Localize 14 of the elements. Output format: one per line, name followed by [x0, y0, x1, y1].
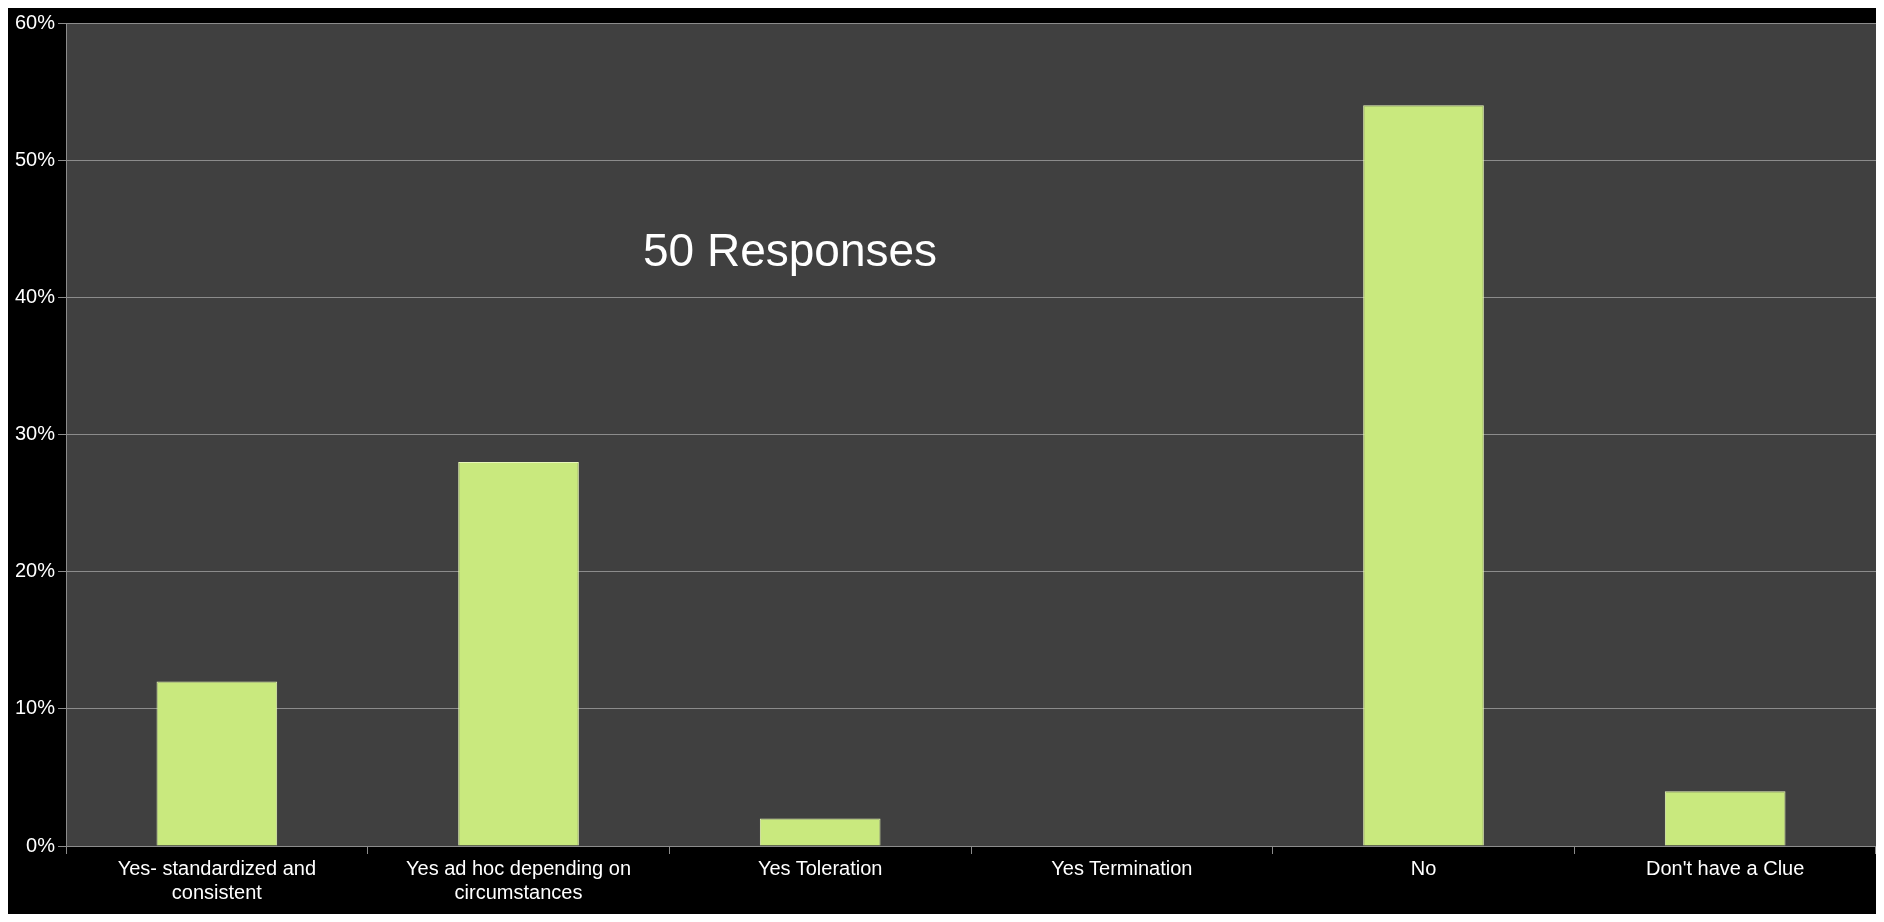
x-tick-label: Yes Termination — [1051, 856, 1193, 879]
x-tick-label: No — [1410, 856, 1437, 879]
annotation: 50 Responses — [642, 224, 938, 277]
y-tick-label: 0% — [26, 833, 56, 856]
y-tick-label: 20% — [15, 559, 56, 582]
x-tick-label: Yes- standardized and consistent — [117, 856, 317, 903]
y-tick-label: 10% — [15, 696, 56, 719]
x-tick-label: Don't have a Clue — [1645, 856, 1805, 879]
y-tick-label: 50% — [15, 147, 56, 170]
x-tick-label: Yes ad hoc depending on circumstances — [406, 856, 632, 903]
y-tick-label: 40% — [15, 284, 56, 307]
y-tick-label: 30% — [15, 422, 56, 445]
x-tick-label: Yes Toleration — [757, 856, 883, 879]
y-tick-label: 60% — [15, 10, 56, 33]
